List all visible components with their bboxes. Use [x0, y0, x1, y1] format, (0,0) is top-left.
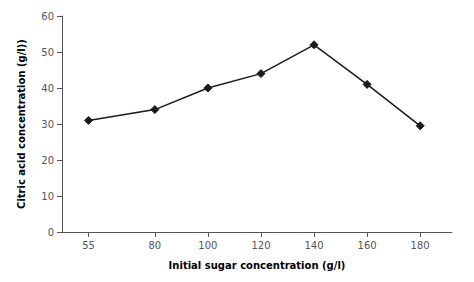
svg-text:30: 30: [41, 119, 54, 130]
svg-text:55: 55: [82, 240, 95, 251]
svg-text:40: 40: [41, 83, 54, 94]
svg-text:100: 100: [198, 240, 217, 251]
svg-text:140: 140: [304, 240, 323, 251]
svg-text:50: 50: [41, 47, 54, 58]
svg-text:60: 60: [41, 11, 54, 22]
svg-text:120: 120: [251, 240, 270, 251]
svg-text:160: 160: [358, 240, 377, 251]
svg-text:20: 20: [41, 155, 54, 166]
svg-text:10: 10: [41, 191, 54, 202]
svg-text:Initial sugar concentration (g: Initial sugar concentration (g/l): [169, 260, 346, 271]
svg-text:0: 0: [48, 227, 54, 238]
svg-text:180: 180: [411, 240, 430, 251]
svg-text:80: 80: [148, 240, 161, 251]
svg-text:Citric acid concentration (g/l: Citric acid concentration (g/l)): [16, 39, 27, 209]
